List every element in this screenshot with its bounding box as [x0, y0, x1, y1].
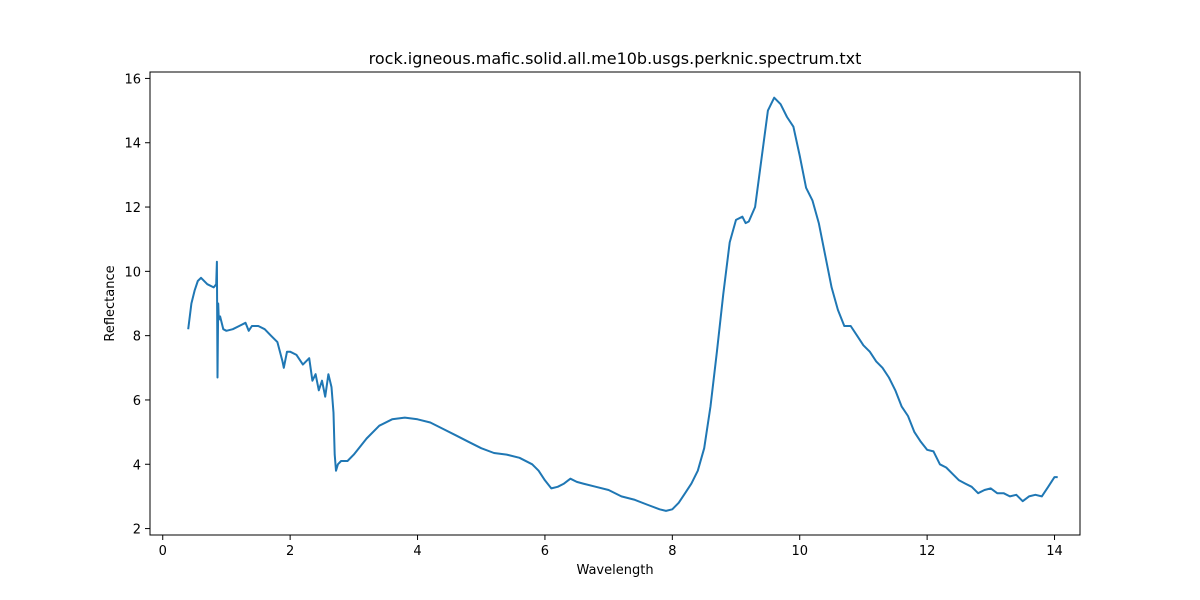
y-tick-label: 4	[133, 458, 141, 473]
plot-area	[187, 96, 1058, 512]
y-axis-label: Reflectance	[103, 265, 118, 341]
x-tick-label: 0	[159, 544, 167, 559]
x-tick-label: 12	[919, 544, 936, 559]
y-tick-label: 6	[133, 394, 141, 409]
y-tick-label: 12	[124, 201, 141, 216]
y-tick-label: 2	[133, 523, 141, 538]
x-tick-label: 2	[286, 544, 294, 559]
y-tick-label: 14	[124, 137, 141, 152]
x-tick-label: 4	[413, 544, 421, 559]
y-axis-ticks: 2 4 6 8 10 12 14 16	[124, 72, 150, 538]
x-tick-label: 6	[541, 544, 549, 559]
y-tick-label: 8	[133, 330, 141, 345]
chart-title: rock.igneous.mafic.solid.all.me10b.usgs.…	[369, 49, 862, 68]
y-tick-label: 10	[124, 265, 141, 280]
y-tick-label: 16	[124, 72, 141, 87]
axes-frame	[149, 71, 1081, 536]
x-axis-ticks: 0 2 4 6 8 10 12 14	[159, 535, 1063, 559]
x-tick-label: 10	[791, 544, 808, 559]
x-tick-label: 8	[668, 544, 676, 559]
x-axis-label: Wavelength	[576, 563, 653, 578]
x-tick-label: 14	[1046, 544, 1063, 559]
series-line-0	[187, 96, 1058, 512]
